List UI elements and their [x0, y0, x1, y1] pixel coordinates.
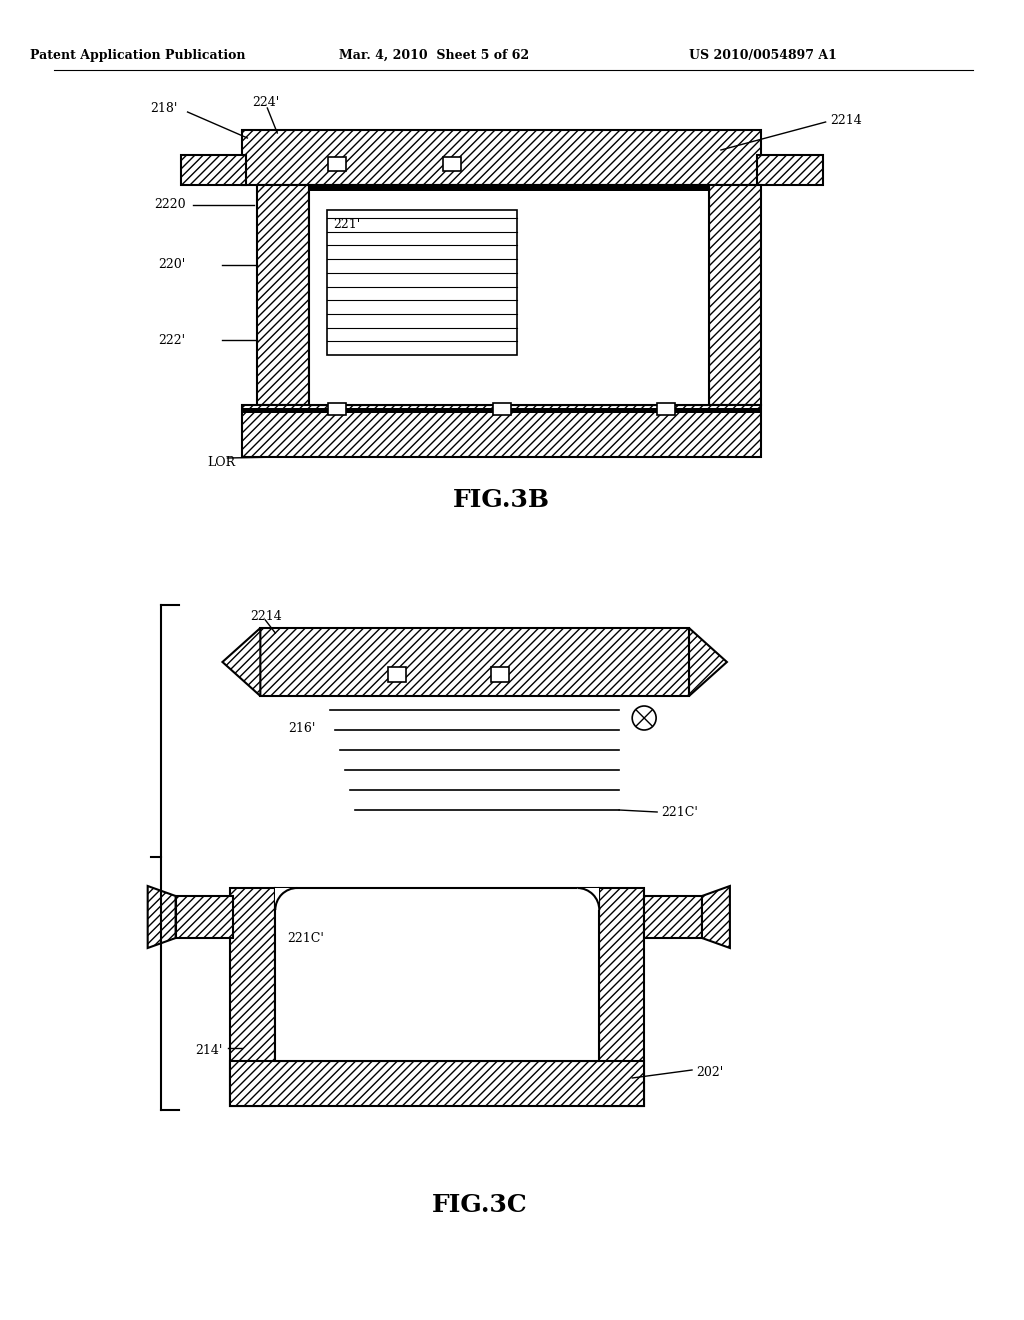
- Bar: [230, 888, 275, 1106]
- Bar: [180, 154, 247, 185]
- Text: 220': 220': [159, 259, 185, 272]
- Text: Patent Application Publication: Patent Application Publication: [30, 49, 246, 62]
- Text: FIG.3B: FIG.3B: [453, 488, 550, 512]
- Text: 224': 224': [252, 95, 280, 108]
- Bar: [757, 154, 822, 185]
- Bar: [309, 186, 709, 191]
- Polygon shape: [689, 628, 727, 696]
- Text: US 2010/0054897 A1: US 2010/0054897 A1: [689, 49, 837, 62]
- Bar: [230, 1061, 644, 1106]
- Text: 2214: 2214: [251, 610, 283, 623]
- Bar: [243, 129, 761, 185]
- Bar: [599, 888, 644, 1106]
- Text: Mar. 4, 2010  Sheet 5 of 62: Mar. 4, 2010 Sheet 5 of 62: [339, 49, 528, 62]
- Bar: [243, 405, 761, 457]
- Bar: [388, 667, 406, 682]
- Bar: [442, 157, 461, 172]
- Bar: [709, 185, 761, 405]
- Polygon shape: [222, 628, 260, 696]
- Polygon shape: [147, 886, 175, 948]
- Circle shape: [632, 706, 656, 730]
- Bar: [275, 888, 297, 909]
- Bar: [578, 888, 599, 909]
- Text: 2220: 2220: [154, 198, 185, 211]
- Bar: [328, 157, 346, 172]
- Text: FIG.3C: FIG.3C: [432, 1193, 527, 1217]
- Text: 222': 222': [159, 334, 185, 346]
- Text: 218': 218': [151, 102, 177, 115]
- Bar: [644, 896, 702, 939]
- Text: LOR: LOR: [208, 455, 236, 469]
- Bar: [657, 403, 675, 414]
- Text: 216': 216': [288, 722, 315, 734]
- Bar: [490, 667, 509, 682]
- Bar: [309, 185, 709, 405]
- Text: 2214: 2214: [830, 114, 862, 127]
- Bar: [175, 896, 233, 939]
- Text: 214': 214': [196, 1044, 222, 1056]
- Bar: [327, 210, 516, 355]
- Polygon shape: [702, 886, 730, 948]
- Bar: [260, 628, 689, 696]
- Bar: [257, 185, 309, 405]
- Text: 202': 202': [696, 1067, 723, 1080]
- Text: 221': 221': [333, 218, 360, 231]
- Bar: [328, 403, 346, 414]
- Text: 221C': 221C': [662, 805, 698, 818]
- Bar: [243, 408, 761, 413]
- Text: 221C': 221C': [288, 932, 325, 945]
- Bar: [275, 888, 599, 1061]
- Bar: [493, 403, 511, 414]
